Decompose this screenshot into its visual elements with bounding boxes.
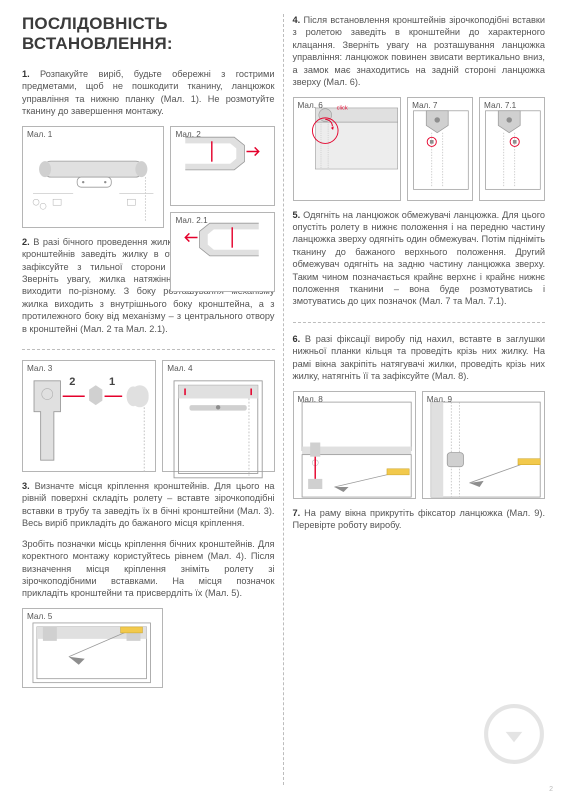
step-5-text: 5. Одягніть на ланцюжок обмежувачі ланцю…: [293, 209, 546, 308]
click-label: click: [336, 105, 347, 111]
fig-row-3: Мал. 5: [22, 608, 275, 686]
fig-row-1: Мал. 1: [22, 126, 275, 228]
figure-7-1-label: Мал. 7.1: [484, 101, 516, 110]
step-4-num: 4.: [293, 15, 301, 25]
figure-3: Мал. 3 2 1: [22, 360, 156, 472]
step-7-num: 7.: [293, 508, 301, 518]
figure-4-illustration: [163, 361, 273, 482]
figure-1-illustration: [23, 127, 163, 227]
fig-row-5: Мал. 8 Мал. 9: [293, 391, 546, 499]
figure-8-illustration: [294, 392, 415, 501]
figure-2-label: Мал. 2: [175, 130, 200, 139]
step-6-body: В разі фіксації виробу під нахил, вставт…: [293, 334, 546, 381]
left-column: ПОСЛІДОВНІСТЬ ВСТАНОВЛЕННЯ: 1. Розпакуйт…: [22, 14, 275, 787]
figure-3-illustration: 2 1: [23, 361, 155, 482]
step-1-num: 1.: [22, 69, 30, 79]
step-1-text: 1. Розпакуйте виріб, будьте обережні з г…: [22, 68, 275, 118]
divider-1: [22, 349, 275, 350]
figure-7: Мал. 7: [407, 97, 473, 201]
figure-7-1: Мал. 7.1: [479, 97, 545, 201]
vertical-divider: [283, 14, 284, 785]
fig-row-2: Мал. 3 2 1: [22, 360, 275, 472]
step-4-text: 4. Після встановлення кронштейнів зірочк…: [293, 14, 546, 89]
watermark-icon: [483, 703, 545, 765]
heading-sequence: ПОСЛІДОВНІСТЬ ВСТАНОВЛЕННЯ:: [22, 14, 275, 54]
figure-7-1-illustration: [480, 98, 544, 193]
figure-1: Мал. 1: [22, 126, 164, 228]
step-3-num: 3.: [22, 481, 30, 491]
figure-7-illustration: [408, 98, 472, 193]
step-5-body: Одягніть на ланцюжок обмежувачі ланцюжка…: [293, 210, 546, 307]
figure-2-1-label: Мал. 2.1: [175, 216, 207, 225]
figure-9-illustration: [423, 392, 544, 501]
columns: ПОСЛІДОВНІСТЬ ВСТАНОВЛЕННЯ: 1. Розпакуйт…: [22, 14, 545, 787]
figure-2: Мал. 2: [170, 126, 274, 206]
figure-5: Мал. 5: [22, 608, 163, 688]
step-1-body: Розпакуйте виріб, будьте обережні з гост…: [22, 69, 275, 116]
step-3b-text: Зробіть позначки місць кріплення бічних …: [22, 538, 275, 600]
figure-8-label: Мал. 8: [298, 395, 323, 404]
figure-6: Мал. 6 click: [293, 97, 402, 201]
figure-9-label: Мал. 9: [427, 395, 452, 404]
step-7-text: 7. На раму вікна прикрутіть фіксатор лан…: [293, 507, 546, 532]
figure-1-label: Мал. 1: [27, 130, 52, 139]
figure-3-label: Мал. 3: [27, 364, 52, 373]
step-5-num: 5.: [293, 210, 301, 220]
right-column: 4. Після встановлення кронштейнів зірочк…: [293, 14, 546, 787]
step-4-body: Після встановлення кронштейнів зірочкопо…: [293, 15, 546, 87]
step-2-num: 2.: [22, 237, 30, 247]
svg-text:1: 1: [109, 376, 115, 388]
step-3a-body: Визначте місця кріплення кронштейнів. Дл…: [22, 481, 275, 528]
fig-row-4: Мал. 6 click: [293, 97, 546, 201]
step-6-num: 6.: [293, 334, 301, 344]
figure-7-label: Мал. 7: [412, 101, 437, 110]
figure-4: Мал. 4: [162, 360, 274, 472]
page-number: 2: [549, 786, 553, 793]
step-7-body: На раму вікна прикрутіть фіксатор ланцюж…: [293, 508, 546, 530]
figure-2-1: Мал. 2.1: [170, 212, 274, 292]
figure-4-label: Мал. 4: [167, 364, 192, 373]
figure-9: Мал. 9: [422, 391, 545, 499]
figure-8: Мал. 8: [293, 391, 416, 499]
svg-text:2: 2: [69, 376, 75, 388]
figure-6-label: Мал. 6: [298, 101, 323, 110]
step-6-text: 6. В разі фіксації виробу під нахил, вст…: [293, 333, 546, 383]
figure-5-label: Мал. 5: [27, 612, 52, 621]
divider-2: [293, 322, 546, 323]
page: ПОСЛІДОВНІСТЬ ВСТАНОВЛЕННЯ: 1. Розпакуйт…: [0, 0, 565, 799]
step-3a-text: 3. Визначте місця кріплення кронштейнів.…: [22, 480, 275, 530]
